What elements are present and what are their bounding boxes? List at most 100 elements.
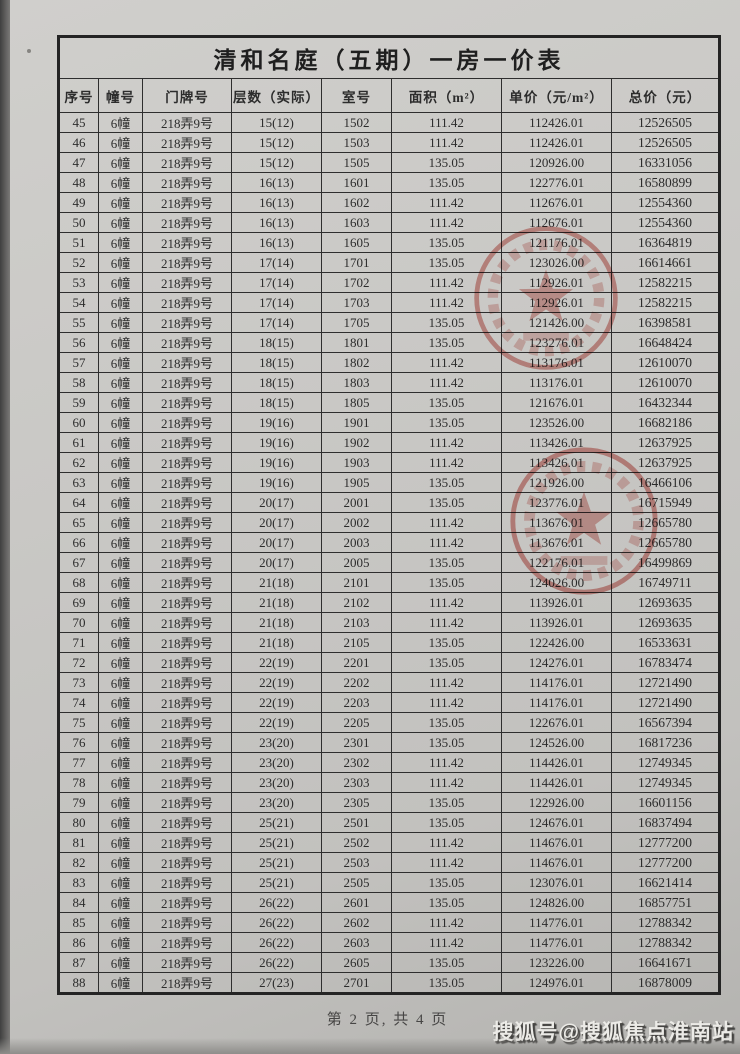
table-cell: 6幢 <box>98 472 143 493</box>
table-cell: 12526505 <box>611 132 720 153</box>
table-row: 76 6幢 218弄9号 23(20) 2301 135.05 124526.00 16817… <box>58 732 720 753</box>
table-cell: 22(19) <box>231 692 322 713</box>
table-cell: 12582215 <box>611 292 720 313</box>
table-cell: 16641671 <box>611 952 720 973</box>
table-cell: 6幢 <box>98 192 143 213</box>
table-cell: 6幢 <box>98 112 143 133</box>
table-row: 83 6幢 218弄9号 25(21) 2505 135.05 123076.01 16621… <box>58 872 720 893</box>
table-cell: 6幢 <box>98 152 143 173</box>
table-cell: 18(15) <box>231 372 322 393</box>
table-cell: 16817236 <box>611 732 720 753</box>
table-cell: 218弄9号 <box>142 372 232 393</box>
table-cell: 1901 <box>321 412 392 433</box>
table-cell: 218弄9号 <box>142 912 232 933</box>
table-cell: 61 <box>58 432 99 453</box>
column-header: 单价（元/m²） <box>501 78 612 113</box>
table-cell: 111.42 <box>391 432 502 453</box>
table-cell: 6幢 <box>98 352 143 373</box>
table-cell: 1801 <box>321 332 392 353</box>
table-cell: 1702 <box>321 272 392 293</box>
table-cell: 124526.00 <box>501 732 612 753</box>
table-cell: 62 <box>58 452 99 473</box>
price-table: 清和名庭（五期）一房一价表 序号 幢号 门牌号 层数（实际） 室号 面积（m²） 单价（元/… <box>57 35 721 995</box>
table-cell: 218弄9号 <box>142 512 232 533</box>
table-cell: 1802 <box>321 352 392 373</box>
column-header: 门牌号 <box>142 78 232 113</box>
table-row: 66 6幢 218弄9号 20(17) 2003 111.42 113676.01 12665… <box>58 532 720 553</box>
table-cell: 218弄9号 <box>142 552 232 573</box>
table-cell: 12749345 <box>611 752 720 773</box>
table-cell: 21(18) <box>231 612 322 633</box>
table-cell: 6幢 <box>98 492 143 513</box>
table-cell: 85 <box>58 912 99 933</box>
table-cell: 12788342 <box>611 912 720 933</box>
table-cell: 123226.00 <box>501 952 612 973</box>
page-indicator: 第 2 页, 共 4 页 <box>326 1012 449 1028</box>
table-row: 59 6幢 218弄9号 18(15) 1805 135.05 121676.01 16432… <box>58 392 720 413</box>
table-row: 88 6幢 218弄9号 27(23) 2701 135.05 124976.01 16878… <box>58 972 720 994</box>
table-cell: 6幢 <box>98 932 143 953</box>
table-cell: 135.05 <box>391 252 502 273</box>
table-cell: 73 <box>58 672 99 693</box>
table-cell: 218弄9号 <box>142 932 232 953</box>
table-row: 64 6幢 218弄9号 20(17) 2001 135.05 123776.01 16715… <box>58 492 720 513</box>
table-cell: 111.42 <box>391 772 502 793</box>
table-row: 46 6幢 218弄9号 15(12) 1503 111.42 112426.01 12526… <box>58 132 720 153</box>
table-cell: 218弄9号 <box>142 572 232 593</box>
table-cell: 218弄9号 <box>142 392 232 413</box>
table-cell: 123526.00 <box>501 412 612 433</box>
table-cell: 135.05 <box>391 552 502 573</box>
table-cell: 6幢 <box>98 632 143 653</box>
photo-edge-left <box>0 0 10 1054</box>
table-row: 85 6幢 218弄9号 26(22) 2602 111.42 114776.01 12788… <box>58 912 720 933</box>
table-cell: 51 <box>58 232 99 253</box>
table-cell: 46 <box>58 132 99 153</box>
table-row: 80 6幢 218弄9号 25(21) 2501 135.05 124676.01 16837… <box>58 812 720 833</box>
table-cell: 26(22) <box>231 952 322 973</box>
table-row: 49 6幢 218弄9号 16(13) 1602 111.42 112676.01 12554… <box>58 192 720 213</box>
table-cell: 114676.01 <box>501 832 612 853</box>
table-cell: 6幢 <box>98 812 143 833</box>
table-header-row: 序号 幢号 门牌号 层数（实际） 室号 面积（m²） 单价（元/m²） 总价（元） <box>58 78 720 113</box>
table-row: 78 6幢 218弄9号 23(20) 2303 111.42 114426.01 12749… <box>58 772 720 793</box>
table-cell: 6幢 <box>98 912 143 933</box>
table-cell: 218弄9号 <box>142 692 232 713</box>
table-cell: 113926.01 <box>501 592 612 613</box>
table-cell: 60 <box>58 412 99 433</box>
table-cell: 53 <box>58 272 99 293</box>
table-cell: 6幢 <box>98 712 143 733</box>
table-cell: 135.05 <box>391 972 502 994</box>
table-cell: 57 <box>58 352 99 373</box>
table-cell: 218弄9号 <box>142 352 232 373</box>
table-cell: 20(17) <box>231 512 322 533</box>
table-cell: 2605 <box>321 952 392 973</box>
table-cell: 111.42 <box>391 112 502 133</box>
table-cell: 6幢 <box>98 592 143 613</box>
table-cell: 12610070 <box>611 352 720 373</box>
table-cell: 12554360 <box>611 212 720 233</box>
table-cell: 2301 <box>321 732 392 753</box>
table-cell: 84 <box>58 892 99 913</box>
table-cell: 21(18) <box>231 592 322 613</box>
table-cell: 135.05 <box>391 172 502 193</box>
table-row: 82 6幢 218弄9号 25(21) 2503 111.42 114676.01 12777… <box>58 852 720 873</box>
table-cell: 112676.01 <box>501 192 612 213</box>
table-cell: 218弄9号 <box>142 632 232 653</box>
table-cell: 86 <box>58 932 99 953</box>
table-row: 72 6幢 218弄9号 22(19) 2201 135.05 124276.01 16783… <box>58 652 720 673</box>
table-cell: 2205 <box>321 712 392 733</box>
table-cell: 2101 <box>321 572 392 593</box>
table-row: 84 6幢 218弄9号 26(22) 2601 135.05 124826.00 16857… <box>58 892 720 913</box>
seal-caption-mark <box>560 556 608 565</box>
table-cell: 114426.01 <box>501 772 612 793</box>
table-cell: 218弄9号 <box>142 672 232 693</box>
table-cell: 12582215 <box>611 272 720 293</box>
table-cell: 124826.00 <box>501 892 612 913</box>
table-cell: 6幢 <box>98 952 143 973</box>
table-cell: 1603 <box>321 212 392 233</box>
table-cell: 68 <box>58 572 99 593</box>
table-cell: 2201 <box>321 652 392 673</box>
table-cell: 112426.01 <box>501 112 612 133</box>
table-cell: 16878009 <box>611 972 720 994</box>
table-cell: 218弄9号 <box>142 172 232 193</box>
